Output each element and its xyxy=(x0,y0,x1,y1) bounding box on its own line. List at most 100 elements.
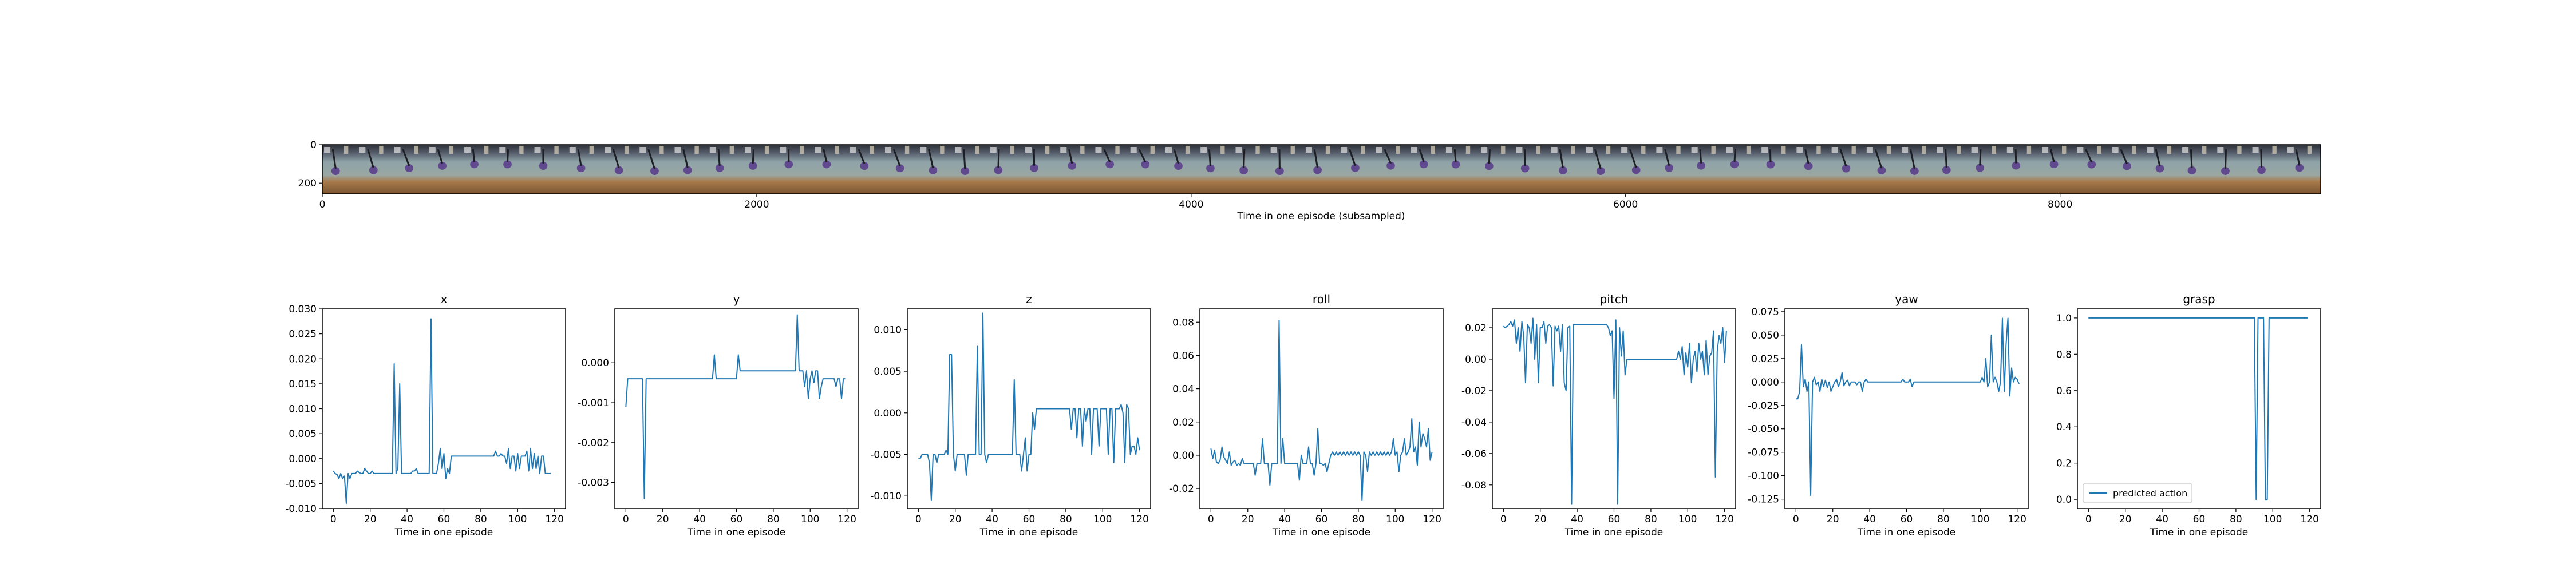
filmstrip-x-tick-label: 2000 xyxy=(744,199,769,210)
filmstrip-frame xyxy=(1830,145,1866,194)
y-tick-label: -0.02 xyxy=(1461,386,1487,397)
chart-panel-y: y 0 20 40 60 80 100 120 -0.003 -0.002 -0.001 0.000 T… xyxy=(578,292,859,538)
y-tick-label: 0.000 xyxy=(581,357,609,369)
chart-title: yaw xyxy=(1895,292,1918,306)
chart-title: y xyxy=(733,292,740,306)
x-tick-label: 20 xyxy=(2119,514,2132,525)
x-tick-label: 20 xyxy=(1534,514,1547,525)
y-tick-label: 0.6 xyxy=(2056,386,2072,397)
filmstrip-frame xyxy=(1058,145,1094,194)
x-tick-label: 60 xyxy=(2193,514,2206,525)
filmstrip-frame xyxy=(602,145,638,194)
x-tick-label: 0 xyxy=(2085,514,2092,525)
y-tick-label: 0.02 xyxy=(1172,417,1194,428)
x-tick-label: 40 xyxy=(693,514,706,525)
y-tick-label: -0.08 xyxy=(1461,480,1487,491)
x-axis-label: Time in one episode xyxy=(1564,527,1663,538)
filmstrip-frame xyxy=(708,145,744,194)
y-tick-label: -0.02 xyxy=(1169,483,1194,495)
x-tick-label: 80 xyxy=(1937,514,1950,525)
axes-frame xyxy=(614,308,859,509)
y-tick-label: -0.002 xyxy=(578,438,609,449)
filmstrip-frame xyxy=(1374,145,1410,194)
y-tick-label: 0.010 xyxy=(874,324,902,336)
x-tick-label: 0 xyxy=(1793,514,1799,525)
series-line-yaw xyxy=(1796,317,2020,496)
chart-panel-yaw: yaw 0 20 40 60 80 100 120 -0.125 -0.100 -0.075 -0.0… xyxy=(1748,292,2029,538)
y-tick-label: -0.001 xyxy=(578,398,609,409)
filmstrip-frame xyxy=(918,145,954,194)
filmstrip-frame xyxy=(2285,145,2321,194)
x-axis-label: Time in one episode xyxy=(394,527,493,538)
legend-box xyxy=(2083,483,2192,503)
filmstrip-x-tick-label: 8000 xyxy=(2048,199,2072,210)
filmstrip-frame xyxy=(1163,145,1199,194)
filmstrip-frame xyxy=(988,145,1024,194)
filmstrip-x-tick-label: 0 xyxy=(319,199,326,210)
x-tick-label: 80 xyxy=(1352,514,1365,525)
filmstrip-frame xyxy=(778,145,813,194)
filmstrip-frame xyxy=(742,145,779,194)
filmstrip-frame xyxy=(1479,145,1515,194)
filmstrip-frame xyxy=(1199,145,1234,194)
filmstrip-frame xyxy=(2180,145,2216,194)
filmstrip-y-tick-label: 0 xyxy=(310,140,317,151)
axes-frame xyxy=(1199,308,1444,509)
filmstrip-x-ticks: 0 2000 4000 6000 8000 xyxy=(319,194,2072,210)
x-tick-label: 80 xyxy=(767,514,780,525)
action-panels: x0 20 40 60 80 100 120-0.010-0.0050.0000.0050.… xyxy=(285,292,2321,538)
x-tick-label: 60 xyxy=(438,514,451,525)
filmstrip-frame xyxy=(567,145,603,194)
filmstrip-x-tick-label: 6000 xyxy=(1613,199,1638,210)
x-tick-label: 60 xyxy=(1023,514,1036,525)
filmstrip-frame xyxy=(1970,145,2006,194)
filmstrip-frame xyxy=(1935,145,1971,194)
filmstrip-frame xyxy=(2075,145,2111,194)
filmstrip-y-tick-label: 200 xyxy=(298,178,317,189)
filmstrip-frame xyxy=(2250,145,2286,194)
x-tick-label: 60 xyxy=(1608,514,1621,525)
filmstrip-frame xyxy=(1269,145,1305,194)
x-tick-label: 0 xyxy=(1208,514,1214,525)
filmstrip-axes-frame xyxy=(322,144,2321,194)
y-tick-label: -0.075 xyxy=(1748,447,1779,459)
y-tick-label: 0.04 xyxy=(1172,384,1194,395)
x-tick-label: 80 xyxy=(1060,514,1072,525)
filmstrip-frame xyxy=(883,145,919,194)
filmstrip-frame xyxy=(1023,145,1059,194)
x-axis-label: Time in one episode xyxy=(687,527,785,538)
legend-label: predicted action xyxy=(2113,488,2187,499)
x-tick-label: 120 xyxy=(2008,514,2026,525)
x-tick-label: 20 xyxy=(1827,514,1839,525)
axes-frame xyxy=(2077,308,2321,509)
x-tick-label: 0 xyxy=(330,514,337,525)
axes-frame xyxy=(322,308,566,509)
y-tick-label: 0.025 xyxy=(289,329,317,340)
filmstrip-frame xyxy=(1724,145,1760,194)
y-tick-label: -0.025 xyxy=(1748,400,1779,412)
y-tick-label: 1.0 xyxy=(2056,313,2072,324)
y-tick-label: 0.050 xyxy=(1751,330,1779,341)
y-tick-label: 0.020 xyxy=(289,353,317,365)
chart-panel-pitch: pitch 0 20 40 60 80 100 120 -0.08 -0.06 -0.04 -0.02… xyxy=(1461,292,1736,538)
chart-title: x xyxy=(441,292,448,306)
chart-panel-roll: roll 0 20 40 60 80 100 120 -0.02 0.00 0.02 0.04 0.06… xyxy=(1169,292,1444,538)
filmstrip-frame xyxy=(2040,145,2076,194)
filmstrip-frame xyxy=(532,145,568,194)
x-tick-label: 80 xyxy=(2230,514,2242,525)
y-tick-label: 0.005 xyxy=(289,428,317,440)
filmstrip-frame xyxy=(953,145,989,194)
y-tick-label: 0.8 xyxy=(2056,349,2072,360)
filmstrip-frame xyxy=(1234,145,1270,194)
filmstrip-frame xyxy=(848,145,884,194)
filmstrip-frame xyxy=(1900,145,1935,194)
x-tick-label: 80 xyxy=(1645,514,1657,525)
chart-title: pitch xyxy=(1600,292,1629,306)
y-tick-label: -0.010 xyxy=(870,491,902,502)
filmstrip-frame xyxy=(1619,145,1655,194)
chart-panel-grasp: grasp 0 20 40 60 80 100 120 0.0 0.2 0.4 0.6 0.8 1.0 Ti… xyxy=(2056,292,2321,538)
y-tick-label: 0.000 xyxy=(1751,377,1779,388)
axes-frame xyxy=(907,308,1151,509)
